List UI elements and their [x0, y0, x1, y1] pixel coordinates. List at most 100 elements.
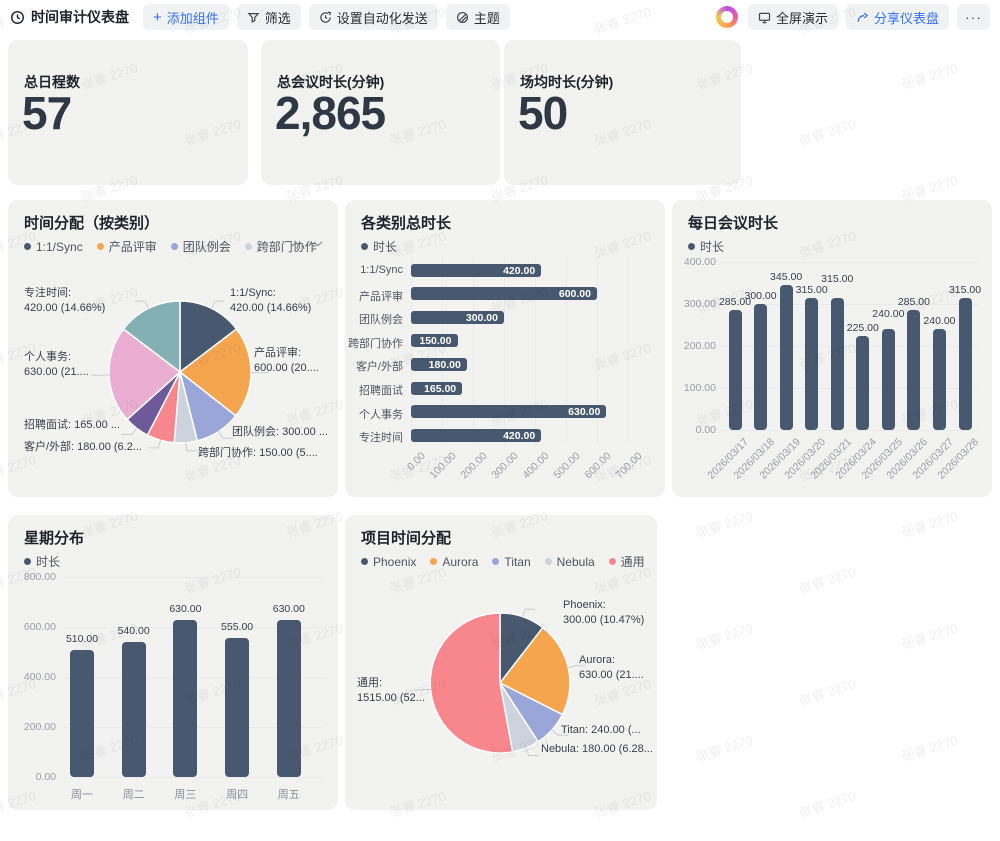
- more-button[interactable]: ···: [957, 4, 990, 30]
- pie-chart: [91, 300, 269, 452]
- add-widget-button[interactable]: + 添加组件: [143, 4, 229, 30]
- pie-callout-label: Titan: 240.00 (...: [561, 724, 641, 736]
- axis-category-label: 招聘面试: [359, 385, 403, 397]
- bar[interactable]: [173, 619, 198, 777]
- filter-button[interactable]: 筛选: [236, 4, 301, 30]
- gridline: [720, 388, 978, 389]
- axis-tick-label: 600.00: [582, 450, 614, 482]
- legend-label: 时长: [700, 240, 725, 254]
- legend-item[interactable]: Phoenix: [361, 555, 416, 569]
- legend-label: Nebula: [556, 554, 595, 569]
- pie-callout-label: 客户/外部: 180.00 (6.2...: [24, 441, 142, 453]
- legend-item[interactable]: 团队例会: [170, 238, 231, 255]
- toolbar: 时间审计仪表盘 + 添加组件 筛选 设置自动化发送 主题: [0, 0, 1000, 34]
- bar-value-label: 510.00: [65, 632, 99, 645]
- axis-category-label: 专注时间: [359, 432, 403, 445]
- legend-item[interactable]: 时长: [24, 553, 60, 570]
- bar[interactable]: [411, 334, 458, 348]
- bar-value-label: 285.00: [897, 296, 930, 309]
- legend-dot-icon: [492, 558, 500, 565]
- card-daily-meeting-time: 每日会议时长 时长 400.00 300.00 200.00 100.00 0.00 28…: [672, 200, 992, 497]
- bar-plot: 0.00 100.00 200.00 300.00 400.00 500.00 600.00…: [345, 200, 665, 497]
- legend-label: 1:1/Sync: [36, 239, 83, 254]
- bar[interactable]: [830, 297, 844, 430]
- legend-item[interactable]: Aurora: [430, 555, 478, 569]
- bar[interactable]: [805, 297, 819, 430]
- bar[interactable]: [754, 304, 768, 430]
- card-weekday-distribution: 星期分布 时长 800.00 600.00 400.00 200.00 0.00 510.…: [8, 515, 338, 810]
- watermark-text: 张睿 2270: [797, 788, 858, 821]
- axis-tick-label: 400.00: [683, 256, 716, 268]
- theme-button[interactable]: 主题: [445, 4, 510, 30]
- legend-item[interactable]: 1:1/Sync: [24, 240, 83, 254]
- bar[interactable]: [958, 297, 972, 430]
- bar[interactable]: [411, 381, 463, 395]
- automation-button[interactable]: 设置自动化发送: [308, 4, 438, 30]
- bar[interactable]: [121, 642, 146, 777]
- bar[interactable]: [411, 405, 607, 419]
- kpi-label: 总日程数: [24, 74, 80, 90]
- legend-item[interactable]: 产品评审: [96, 238, 157, 255]
- gridline: [720, 304, 978, 305]
- bar-value-label: 300.00: [744, 290, 777, 302]
- pie-label-leader-line: [550, 728, 568, 736]
- axis-tick-label: 200.00: [683, 340, 716, 352]
- gridline: [504, 256, 505, 444]
- bar[interactable]: [856, 335, 870, 430]
- legend-item[interactable]: 时长: [361, 238, 397, 255]
- watermark-text: 张睿 2270: [694, 508, 755, 541]
- pie-label-leader-line: [134, 300, 150, 310]
- legend-dot-icon: [544, 558, 552, 565]
- axis-tick-label: 300.00: [489, 450, 521, 482]
- axis-tick-label: 200.00: [23, 721, 56, 733]
- legend-item[interactable]: Nebula: [544, 554, 595, 569]
- axis-tick-label: 600.00: [23, 621, 56, 633]
- bar-value-label: 630.00: [169, 602, 202, 615]
- add-widget-label: 添加组件: [166, 10, 219, 26]
- bar[interactable]: [411, 310, 504, 324]
- legend-label: 时长: [36, 555, 61, 569]
- gridline: [535, 256, 536, 444]
- bar[interactable]: [70, 649, 94, 777]
- axis-category-label: 周四: [226, 789, 249, 801]
- bar[interactable]: [411, 287, 597, 301]
- user-avatar[interactable]: [715, 6, 738, 28]
- fullscreen-button[interactable]: 全屏演示: [747, 4, 838, 30]
- axis-tick-label: 400.00: [520, 450, 552, 482]
- bar[interactable]: [932, 329, 946, 430]
- card-time-by-category: 时间分配（按类别） 1:1/Sync 产品评审 团队例会 跨部门协作 1:1/Sync…: [8, 200, 338, 497]
- legend-chevron-down-icon[interactable]: [312, 240, 324, 248]
- automation-clock-icon: [319, 11, 332, 24]
- bar[interactable]: [779, 285, 793, 430]
- bar[interactable]: [411, 357, 467, 371]
- watermark-text: 张睿 2270: [694, 732, 755, 765]
- axis-tick-label: 100.00: [683, 382, 716, 394]
- bar[interactable]: [276, 619, 301, 777]
- bar[interactable]: [225, 638, 250, 777]
- bar[interactable]: [728, 310, 742, 430]
- bar[interactable]: [907, 310, 921, 430]
- kpi-label: 场均时长(分钟): [520, 74, 614, 90]
- bar-value-label: 555.00: [221, 621, 254, 634]
- legend-dot-icon: [688, 243, 695, 250]
- legend-item[interactable]: Titan: [492, 555, 531, 569]
- kpi-value: 50: [518, 87, 568, 139]
- pie-label-leader-line: [412, 688, 432, 691]
- gridline: [566, 256, 567, 444]
- legend-item[interactable]: 时长: [688, 238, 724, 255]
- pie-label-leader-line: [521, 608, 536, 618]
- pie-callout-label: Phoenix: 300.00 (10.47%): [563, 599, 645, 626]
- legend-item[interactable]: 通用: [608, 553, 645, 570]
- pie-slice[interactable]: [429, 612, 514, 754]
- chart-title: 时间分配（按类别）: [24, 215, 160, 232]
- legend-chevron-up-icon[interactable]: [290, 240, 302, 248]
- legend-item[interactable]: 跨部门协作: [244, 238, 317, 255]
- legend-label: 时长: [373, 240, 398, 254]
- bar[interactable]: [881, 329, 895, 430]
- bar[interactable]: [411, 428, 542, 442]
- gridline: [720, 430, 978, 431]
- axis-category-label: 周二: [122, 789, 145, 801]
- share-dashboard-button[interactable]: 分享仪表盘: [845, 4, 949, 30]
- bar[interactable]: [411, 263, 542, 277]
- legend-dot-icon: [361, 558, 368, 565]
